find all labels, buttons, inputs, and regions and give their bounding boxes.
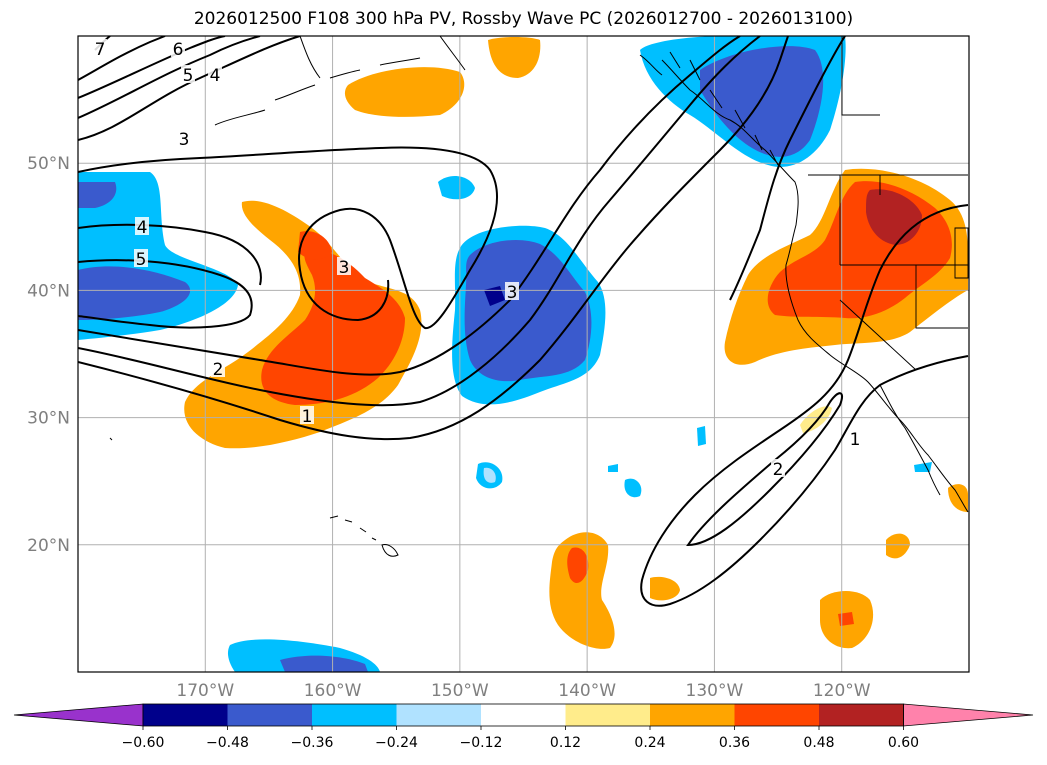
colorbar-segment [227,704,312,726]
subtropical-warm-anomaly [549,406,968,649]
gulf-alaska-warm-anomaly [488,37,541,78]
contour-label-bg [337,257,351,275]
colorbar-segment [650,704,735,726]
lat-tick-label: 20°N [27,536,70,556]
map-frame [77,35,970,673]
contour-label-bg [181,65,195,83]
contour-label: 5 [183,66,194,86]
colorbar-tick-label: 0.36 [719,735,750,751]
contour-label-bg [300,406,314,424]
contour-label-bg [177,129,191,147]
contour-label-bg [93,39,107,57]
us-west-warm-anomaly [724,168,968,365]
contour-label: 4 [137,218,148,238]
colorbar-tick-label: 0.24 [634,735,665,751]
colorbar-tick-label: 0.48 [803,735,834,751]
contour-label-bg [211,359,225,377]
pv-contours [78,36,969,607]
lon-tick-label: 160°W [304,681,362,701]
figure-title: 2026012500 F108 300 hPa PV, Rossby Wave … [193,9,854,29]
small-cold-patches [438,176,932,498]
contour-label-bg [208,65,222,83]
contour-label-bg [848,429,862,447]
map-gridlines [78,36,969,672]
contour-label: 1 [302,407,313,427]
contour-label-bg [771,459,785,477]
contour-label: 4 [210,66,221,86]
longitude-labels: 170°W 160°W 150°W 140°W 130°W 120°W [176,681,870,701]
bc-coast-cold-anomaly [640,36,846,167]
colorbar-extend-left [13,703,144,727]
colorbar-segment [819,704,904,726]
lon-tick-label: 140°W [558,681,616,701]
colorbar-tick-label: −0.48 [206,735,249,751]
contour-label: 3 [507,283,518,303]
lon-tick-label: 170°W [176,681,234,701]
lat-tick-label: 50°N [27,154,70,174]
colorbar-tick-label: 0.60 [888,735,919,751]
coastlines [109,36,969,557]
south-edge-cold-anomaly [227,639,380,672]
colorbar: −0.60 −0.48 −0.36 −0.24 −0.12 0.12 0.24 0.36 0.4… [13,703,1034,751]
contour-label: 1 [850,430,861,450]
colorbar-segment [312,704,397,726]
lat-tick-label: 30°N [27,409,70,429]
lon-tick-label: 150°W [431,681,489,701]
lat-tick-label: 40°N [27,281,70,301]
contour-label-bg [135,217,149,235]
colorbar-segment [143,704,228,726]
colorbar-tick-label: −0.60 [122,735,165,751]
lon-tick-label: 130°W [686,681,744,701]
colorbar-frame [142,703,904,727]
latitude-labels: 50°N 40°N 30°N 20°N [27,154,70,556]
lon-tick-label: 120°W [813,681,871,701]
colorbar-tick-label: 0.12 [550,735,581,751]
contour-label-bg [134,249,148,267]
contour-label: 3 [179,130,190,150]
contour-label: 5 [136,250,147,270]
contour-label: 2 [773,460,784,480]
contour-label-bg [171,39,185,57]
contour-label: 2 [213,360,224,380]
colorbar-tick-label: −0.12 [460,735,503,751]
colorbar-tick-label: −0.24 [375,735,418,751]
aleutian-warm-anomaly [344,67,465,117]
contour-label: 3 [339,258,350,278]
contour-label: 6 [173,40,184,60]
contour-label: 7 [95,40,106,60]
colorbar-segment [396,704,481,726]
colorbar-tick-label: −0.36 [291,735,334,751]
colorbar-segment [481,704,566,726]
colorbar-segment [734,704,819,726]
west-pacific-cold-anomaly [78,172,238,340]
colorbar-extend-right [903,703,1034,727]
contour-label-bg [505,282,519,300]
colorbar-segment [565,704,650,726]
